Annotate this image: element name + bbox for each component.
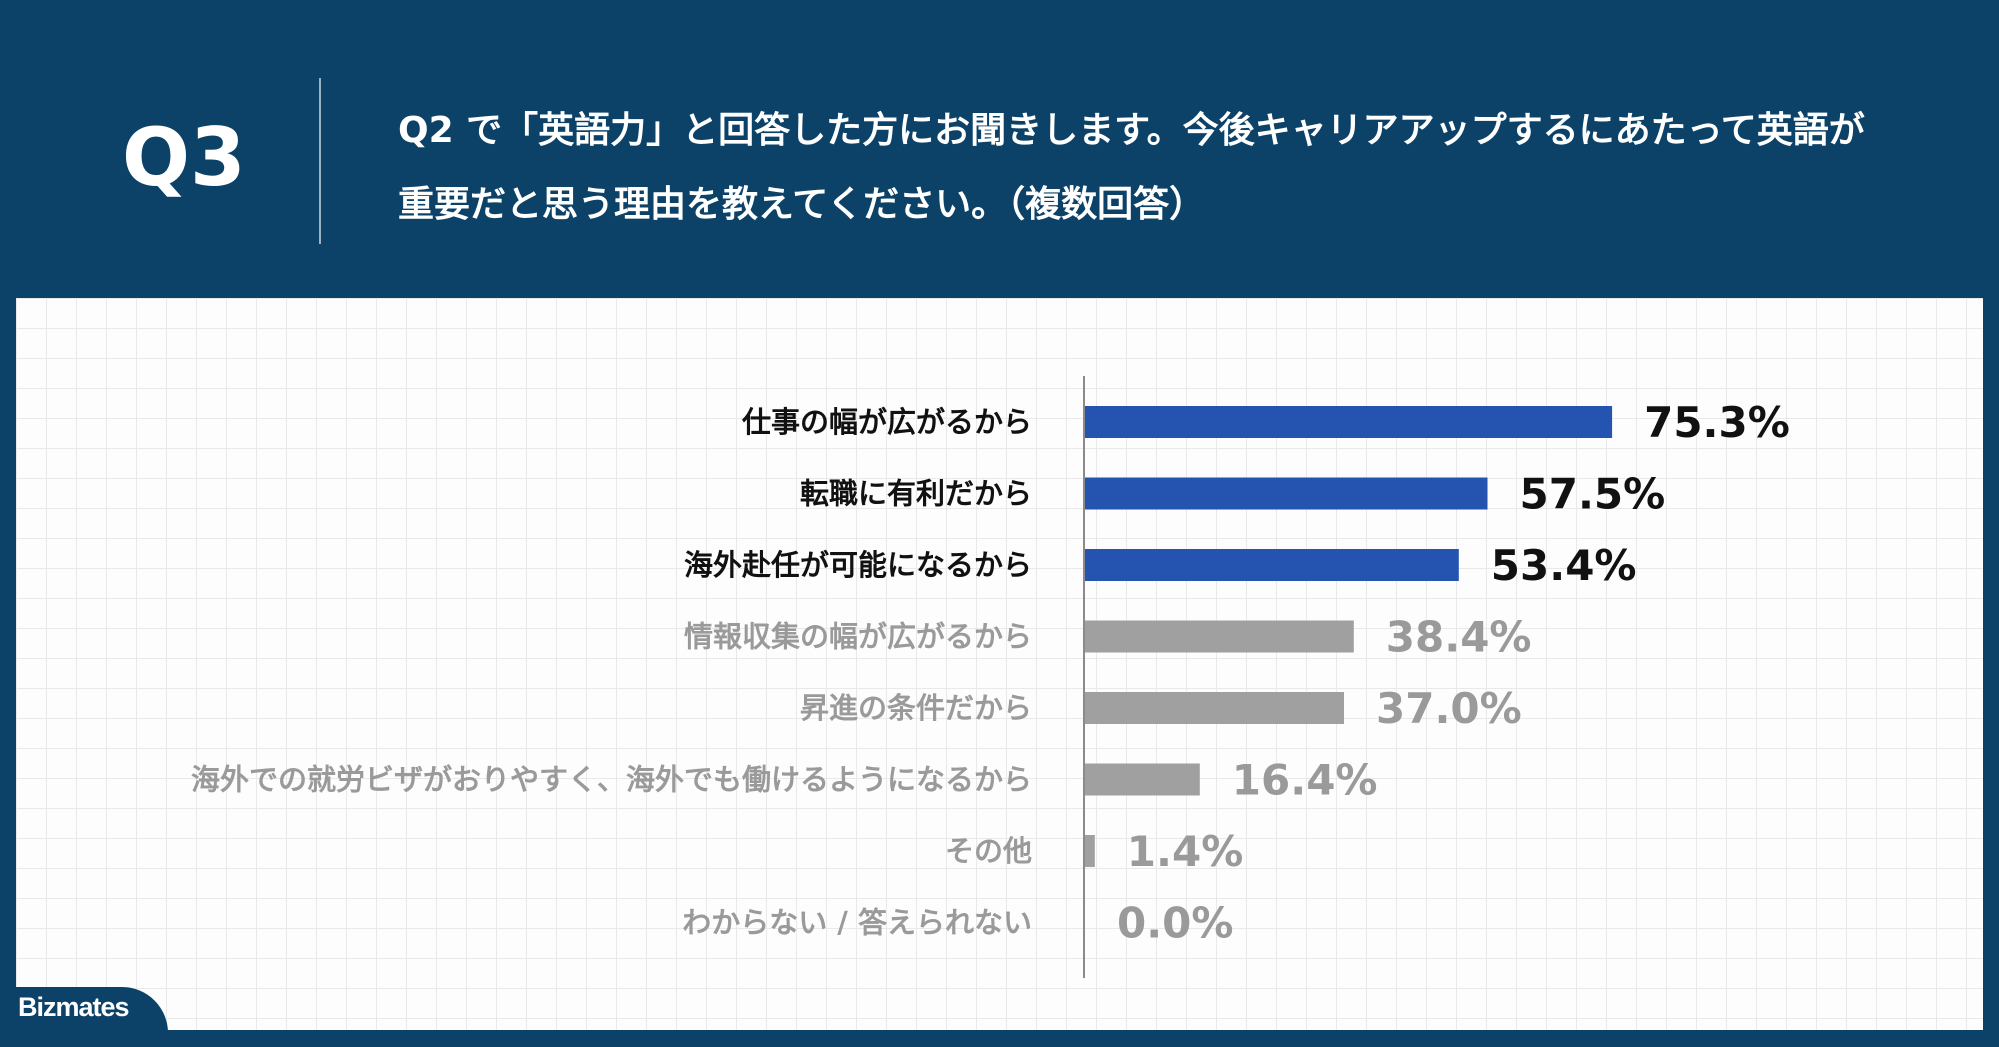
bar bbox=[1085, 477, 1488, 510]
bar bbox=[1085, 406, 1613, 438]
bar bbox=[1085, 835, 1095, 867]
category-label: 海外での就労ビザがおりやすく、海外でも働けるようになるから bbox=[191, 763, 1032, 797]
data-label: 57.5% bbox=[1520, 470, 1666, 519]
data-label: 75.3% bbox=[1644, 398, 1790, 447]
category-label: 情報収集の幅が広がるから bbox=[684, 620, 1032, 654]
data-label: 53.4% bbox=[1491, 541, 1637, 590]
question-text: Q2 で「英語力」と回答した方にお聞きします。今後キャリアアップするにあたって英… bbox=[398, 110, 1865, 225]
bar bbox=[1085, 763, 1200, 796]
data-label: 37.0% bbox=[1376, 684, 1522, 733]
category-label: 仕事の幅が広がるから bbox=[741, 405, 1032, 439]
bar bbox=[1085, 692, 1344, 724]
header-banner: Q3 Q2 で「英語力」と回答した方にお聞きします。今後キャリアアップするにあた… bbox=[0, 0, 1999, 298]
brand-logo: Bizmates bbox=[0, 987, 168, 1033]
data-label: 38.4% bbox=[1386, 613, 1532, 662]
chart-panel: 仕事の幅が広がるから 75.3% 転職に有利だから 57.5% 海外赴任が可能になるから… bbox=[16, 298, 1983, 1030]
bar bbox=[1085, 549, 1459, 581]
bar bbox=[1085, 620, 1354, 653]
data-label: 0.0% bbox=[1117, 899, 1233, 948]
category-label: 昇進の条件だから bbox=[800, 691, 1032, 725]
category-label: 海外赴任が可能になるから bbox=[684, 548, 1032, 582]
data-label: 16.4% bbox=[1232, 756, 1378, 805]
category-label: 転職に有利だから bbox=[800, 477, 1032, 511]
category-label: その他 bbox=[945, 834, 1032, 868]
category-label: わからない / 答えられない bbox=[682, 906, 1032, 940]
data-label: 1.4% bbox=[1127, 827, 1243, 876]
logo-text: Bizmates bbox=[18, 992, 130, 1022]
header-divider bbox=[319, 78, 321, 244]
question-number: Q3 bbox=[122, 111, 246, 204]
bar-chart: 仕事の幅が広がるから 75.3% 転職に有利だから 57.5% 海外赴任が可能になるから… bbox=[191, 376, 1790, 978]
